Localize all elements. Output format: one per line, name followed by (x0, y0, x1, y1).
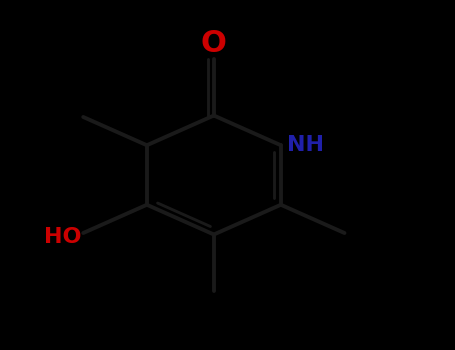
Text: O: O (201, 29, 227, 58)
Text: NH: NH (288, 135, 324, 155)
Text: HO: HO (44, 226, 81, 246)
